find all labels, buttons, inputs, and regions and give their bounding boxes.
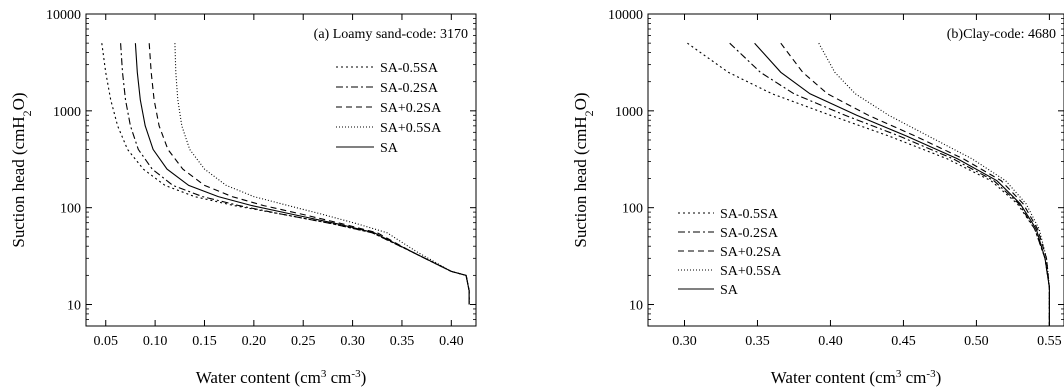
legend-label: SA+0.2SA xyxy=(380,101,442,116)
y-tick-label: 1000 xyxy=(615,105,643,120)
legend: SA-0.5SA SA-0.2SA SA+0.2SA SA+0.5SA SA xyxy=(678,207,782,298)
legend-label: SA+0.2SA xyxy=(720,245,782,260)
x-tick-label: 0.10 xyxy=(143,334,168,349)
x-tick-label: 0.30 xyxy=(672,334,697,349)
x-axis-label: Water content (cm3 cm-3) xyxy=(196,368,367,387)
y-tick-label: 10000 xyxy=(608,8,643,23)
x-axis-label: Water content (cm3 cm-3) xyxy=(771,368,942,387)
series-line xyxy=(818,42,1050,326)
y-tick-label: 10000 xyxy=(46,8,81,23)
y-tick-label: 100 xyxy=(60,202,81,217)
x-tick-label: 0.30 xyxy=(340,334,365,349)
x-tick-label: 0.55 xyxy=(1037,334,1062,349)
x-tick-label: 0.05 xyxy=(93,334,118,349)
legend-label: SA xyxy=(380,141,399,156)
x-tick-label: 0.35 xyxy=(745,334,770,349)
y-tick-label: 10 xyxy=(629,299,643,314)
legend-label: SA-0.5SA xyxy=(380,61,439,76)
legend-label: SA-0.2SA xyxy=(380,81,439,96)
series-line xyxy=(134,43,470,305)
y-axis-label: Suction head (cmH2O) xyxy=(9,92,34,247)
x-tick-label: 0.40 xyxy=(818,334,843,349)
series-line xyxy=(754,42,1050,326)
chart-title: (b)Clay-code: 4680 xyxy=(947,27,1056,42)
legend-label: SA-0.5SA xyxy=(720,207,779,222)
series-line xyxy=(174,43,470,305)
series-line xyxy=(687,42,1050,326)
x-tick-label: 0.35 xyxy=(390,334,415,349)
y-axis-label: Suction head (cmH2O) xyxy=(571,92,596,247)
legend-label: SA-0.2SA xyxy=(720,226,779,241)
panel-loamy-sand: Suction head (cmH2O) Water content (cm3 … xyxy=(9,8,477,387)
series-line xyxy=(780,42,1050,326)
x-tick-label: 0.15 xyxy=(192,334,217,349)
plot-frame xyxy=(85,13,477,327)
series-line xyxy=(101,43,470,305)
y-tick-label: 100 xyxy=(622,202,643,217)
plot-frame xyxy=(647,13,1064,327)
legend: SA-0.5SA SA-0.2SA SA+0.2SA SA+0.5SA SA xyxy=(336,61,442,156)
y-tick-label: 1000 xyxy=(53,105,81,120)
x-tick-label: 0.50 xyxy=(964,334,989,349)
legend-label: SA xyxy=(720,283,739,298)
legend-label: SA+0.5SA xyxy=(720,264,782,279)
x-tick-label: 0.20 xyxy=(242,334,267,349)
series-line xyxy=(148,43,470,305)
x-tick-label: 0.40 xyxy=(439,334,464,349)
legend-label: SA+0.5SA xyxy=(380,121,442,136)
y-tick-label: 10 xyxy=(67,299,81,314)
x-tick-label: 0.25 xyxy=(291,334,316,349)
x-tick-label: 0.45 xyxy=(891,334,916,349)
chart-title: (a) Loamy sand-code: 3170 xyxy=(314,27,468,42)
panel-clay: Suction head (cmH2O) Water content (cm3 … xyxy=(571,8,1064,387)
